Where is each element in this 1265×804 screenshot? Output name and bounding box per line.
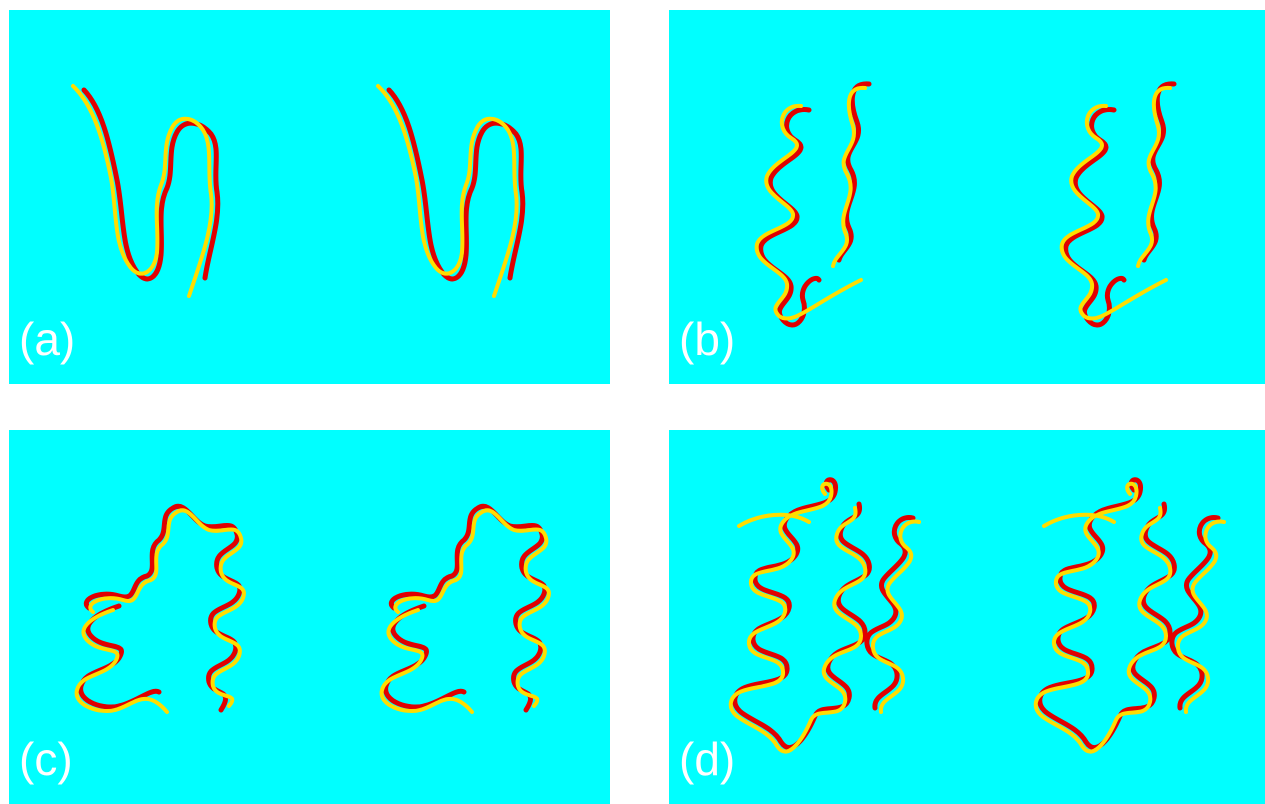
panel-a-right-red-trace	[386, 87, 526, 282]
panel-a-left-view	[71, 84, 221, 298]
panel-a-left-red-trace	[81, 87, 221, 282]
panel-d-left-yellow-trace	[728, 481, 921, 754]
panel-d-right-yellow-trace	[1033, 481, 1226, 754]
panel-b-render	[669, 10, 1265, 384]
panel-b-right-yellow-trace	[1059, 85, 1172, 321]
panel-c-background	[9, 430, 610, 804]
panel-c-left-view	[74, 503, 246, 714]
panel-a-left-yellow-trace	[71, 84, 214, 298]
panel-b-left-red-trace	[758, 81, 872, 328]
panel-b-right-red-trace	[1063, 81, 1177, 328]
panel-b-label: (b)	[679, 313, 736, 365]
panel-b-left-yellow-trace	[754, 85, 867, 321]
panel-c: (c)	[9, 430, 610, 804]
panel-a-right-yellow-trace	[376, 84, 519, 298]
panel-d-left-view	[728, 477, 921, 754]
panel-d-label: (d)	[679, 733, 736, 785]
panel-a-label: (a)	[19, 313, 76, 365]
panel-c-right-view	[379, 503, 551, 714]
panel-a-render	[9, 10, 610, 384]
panel-d: (d)	[669, 430, 1265, 804]
panel-b: (b)	[669, 10, 1265, 384]
panel-a-background	[9, 10, 610, 384]
panel-c-left-red-trace	[78, 503, 243, 713]
panel-d-render	[669, 430, 1265, 804]
panel-b-right-view	[1059, 81, 1177, 328]
panel-c-right-yellow-trace	[379, 508, 551, 714]
panel-c-label: (c)	[19, 733, 73, 785]
panel-c-left-yellow-trace	[74, 508, 246, 714]
panel-d-background	[669, 430, 1265, 804]
panel-c-right-red-trace	[383, 503, 548, 713]
panel-c-render	[9, 430, 610, 804]
panel-b-background	[669, 10, 1265, 384]
panel-d-right-view	[1033, 477, 1226, 754]
panel-a: (a)	[9, 10, 610, 384]
panel-a-right-view	[376, 84, 526, 298]
panel-b-left-view	[754, 81, 872, 328]
